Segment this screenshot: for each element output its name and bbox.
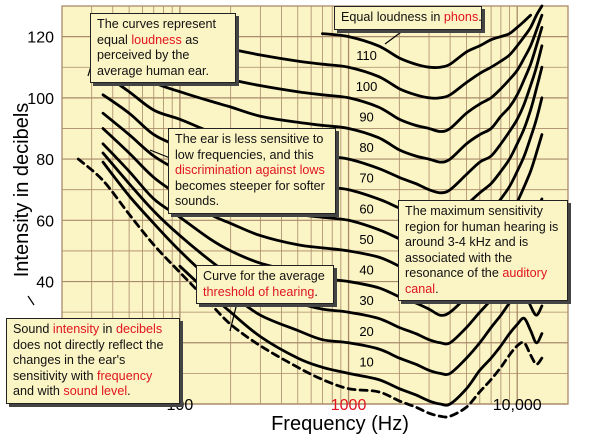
y-axis-title: Intensity in decibels [11, 103, 33, 278]
y-tick-label: 40 [36, 275, 54, 292]
phon-label-30: 30 [359, 293, 373, 308]
y-tick-label: 120 [27, 30, 54, 47]
phon-label-20: 20 [359, 324, 373, 339]
phon-curve-120 [321, 13, 532, 69]
x-tick-label: 10,000 [493, 397, 542, 414]
phon-label-110: 110 [356, 48, 377, 63]
y-tick-label: 80 [36, 152, 54, 169]
y-tick-label: 100 [27, 91, 54, 108]
pointer-sound-intensity [27, 295, 35, 306]
pointer-threshold [229, 298, 239, 332]
phon-curve-10 [178, 264, 544, 407]
phon-label-40: 40 [359, 263, 373, 278]
phon-label-70: 70 [359, 171, 373, 186]
phon-label-60: 60 [359, 201, 373, 216]
note-maximum-sensitivity: The maximum sensitivity region for human… [398, 200, 568, 301]
x-tick-label: 1000 [331, 397, 367, 414]
phon-label-10: 10 [359, 354, 373, 369]
note-equal-loudness-curves: The curves represent equal loudness as p… [90, 13, 236, 83]
threshold-of-hearing-curve [76, 157, 544, 419]
note-sound-intensity-decibels: Sound intensity in decibels does not dir… [6, 318, 180, 404]
phon-label-100: 100 [356, 79, 378, 94]
y-tick-label: 60 [36, 213, 54, 230]
pointer-low-frequencies [149, 149, 171, 159]
plot-frame [61, 5, 569, 405]
pointer-equal-loudness [384, 26, 409, 45]
phon-curve-90 [101, 26, 544, 164]
phon-label-90: 90 [359, 109, 373, 124]
phon-label-50: 50 [359, 232, 373, 247]
x-axis-title: Frequency (Hz) [271, 413, 409, 435]
note-threshold-of-hearing: Curve for the average threshold of heari… [196, 265, 334, 304]
note-low-frequency-sensitivity: The ear is less sensitive to low frequen… [168, 128, 336, 214]
phon-label-80: 80 [359, 140, 373, 155]
note-phons: Equal loudness in phons. [334, 6, 482, 30]
